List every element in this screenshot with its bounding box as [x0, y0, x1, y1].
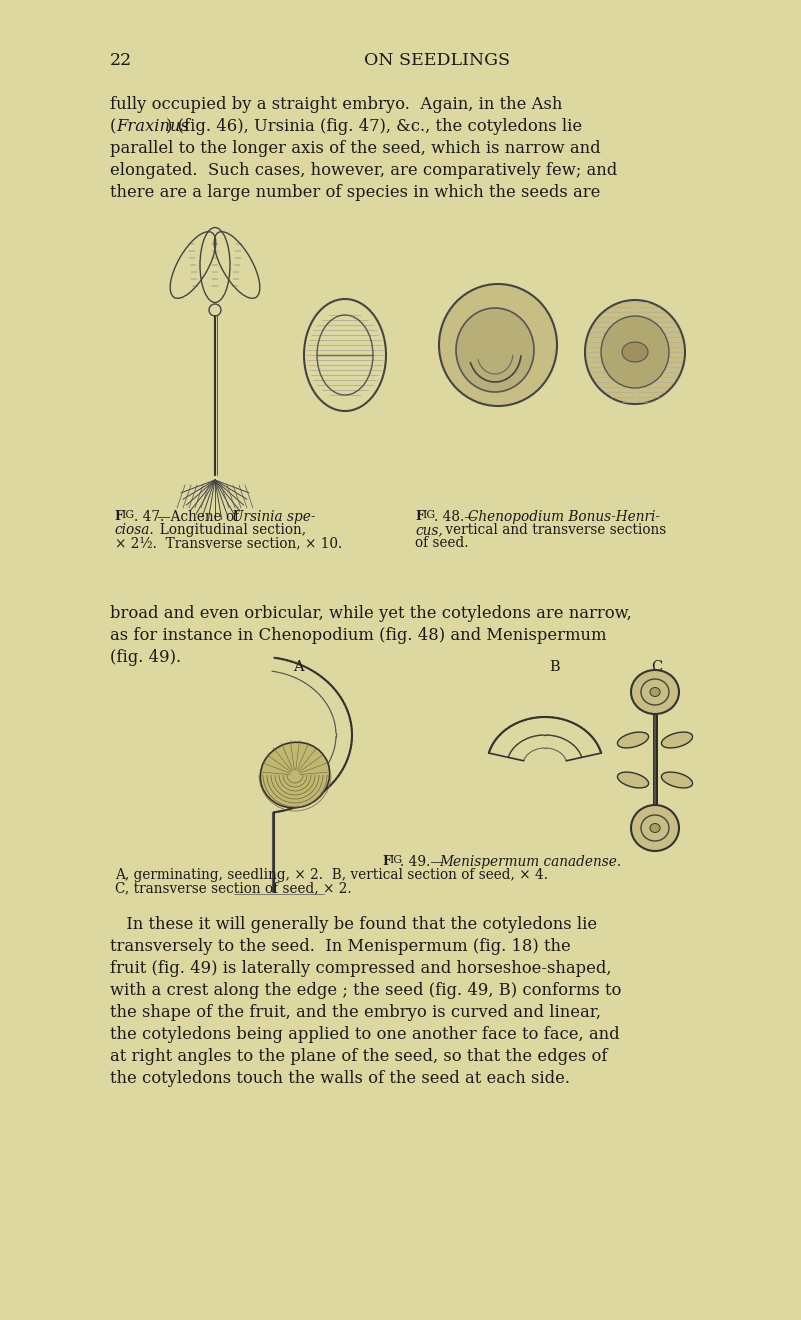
Text: the cotyledons touch the walls of the seed at each side.: the cotyledons touch the walls of the se…: [110, 1071, 570, 1086]
Ellipse shape: [618, 733, 649, 748]
Text: × 2½.  Transverse section, × 10.: × 2½. Transverse section, × 10.: [115, 536, 342, 550]
Text: . 48.—: . 48.—: [434, 510, 478, 524]
Text: Menispermum canadense.: Menispermum canadense.: [439, 855, 622, 869]
Ellipse shape: [622, 342, 648, 362]
Text: Ursinia spe-: Ursinia spe-: [231, 510, 316, 524]
Text: ) (fig. 46), Ursinia (fig. 47), &c., the cotyledons lie: ) (fig. 46), Ursinia (fig. 47), &c., the…: [166, 117, 582, 135]
Text: transversely to the seed.  In Menispermum (fig. 18) the: transversely to the seed. In Menispermum…: [110, 939, 570, 954]
Text: the shape of the fruit, and the embryo is curved and linear,: the shape of the fruit, and the embryo i…: [110, 1005, 601, 1020]
Ellipse shape: [662, 772, 693, 788]
Ellipse shape: [439, 284, 557, 407]
Text: In these it will generally be found that the cotyledons lie: In these it will generally be found that…: [110, 916, 597, 933]
Text: C: C: [651, 660, 662, 675]
Text: F: F: [115, 510, 123, 523]
Text: broad and even orbicular, while yet the cotyledons are narrow,: broad and even orbicular, while yet the …: [110, 605, 631, 622]
Text: Chenopodium Bonus-Henri-: Chenopodium Bonus-Henri-: [468, 510, 660, 524]
Text: (: (: [110, 117, 116, 135]
Ellipse shape: [650, 688, 660, 697]
Text: A: A: [292, 660, 304, 675]
Text: IG: IG: [122, 510, 135, 520]
Text: cus,: cus,: [415, 523, 443, 537]
Text: with a crest along the edge ; the seed (fig. 49, B) conforms to: with a crest along the edge ; the seed (…: [110, 982, 621, 999]
Ellipse shape: [650, 824, 660, 833]
Ellipse shape: [585, 300, 685, 404]
Text: . 47.: . 47.: [134, 510, 164, 524]
Text: of seed.: of seed.: [415, 536, 469, 550]
Ellipse shape: [631, 671, 679, 714]
Text: fully occupied by a straight embryo.  Again, in the Ash: fully occupied by a straight embryo. Aga…: [110, 96, 562, 114]
Text: fruit (fig. 49) is laterally compressed and horseshoe-shaped,: fruit (fig. 49) is laterally compressed …: [110, 960, 611, 977]
Text: (fig. 49).: (fig. 49).: [110, 649, 181, 667]
Text: F: F: [415, 510, 424, 523]
Ellipse shape: [601, 315, 669, 388]
Ellipse shape: [456, 308, 534, 392]
Text: the cotyledons being applied to one another face to face, and: the cotyledons being applied to one anot…: [110, 1026, 619, 1043]
Text: as for instance in Chenopodium (fig. 48) and Menispermum: as for instance in Chenopodium (fig. 48)…: [110, 627, 606, 644]
Text: 22: 22: [110, 51, 132, 69]
Ellipse shape: [662, 733, 693, 748]
Text: C, transverse section of seed, × 2.: C, transverse section of seed, × 2.: [115, 880, 352, 895]
Text: ON SEEDLINGS: ON SEEDLINGS: [364, 51, 510, 69]
Text: . 49.—: . 49.—: [400, 855, 445, 869]
Text: Fraxinus: Fraxinus: [117, 117, 190, 135]
Text: IG: IG: [422, 510, 435, 520]
Ellipse shape: [618, 772, 649, 788]
Text: vertical and transverse sections: vertical and transverse sections: [441, 523, 666, 537]
Ellipse shape: [631, 805, 679, 851]
Text: B: B: [549, 660, 561, 675]
Text: A, germinating, seedling, × 2.  B, vertical section of seed, × 4.: A, germinating, seedling, × 2. B, vertic…: [115, 869, 548, 882]
Text: at right angles to the plane of the seed, so that the edges of: at right angles to the plane of the seed…: [110, 1048, 607, 1065]
Text: ciosa.: ciosa.: [115, 523, 155, 537]
Text: there are a large number of species in which the seeds are: there are a large number of species in w…: [110, 183, 600, 201]
Text: Longitudinal section,: Longitudinal section,: [151, 523, 306, 537]
Text: parallel to the longer axis of the seed, which is narrow and: parallel to the longer axis of the seed,…: [110, 140, 601, 157]
Text: elongated.  Such cases, however, are comparatively few; and: elongated. Such cases, however, are comp…: [110, 162, 617, 180]
Text: —Achene of: —Achene of: [157, 510, 244, 524]
Text: F: F: [382, 855, 391, 869]
Ellipse shape: [260, 742, 330, 808]
Text: IG: IG: [389, 855, 402, 865]
